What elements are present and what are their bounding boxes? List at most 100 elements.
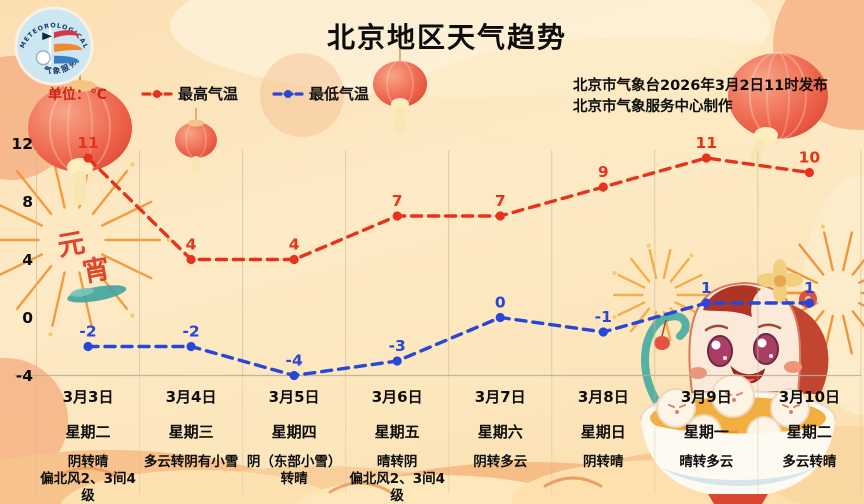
max-temp-point xyxy=(495,211,505,221)
weather-label: 阴转晴 xyxy=(583,454,624,470)
weather-label: 多云转阴有小雪 xyxy=(143,454,239,470)
date-label: 3月8日 xyxy=(577,388,629,406)
weather-label: 阴转多云 xyxy=(473,454,528,470)
weekday-label: 星期二 xyxy=(786,423,832,441)
min-temp-series: -2 -2 -4 -3 0 -1 1 1 xyxy=(79,279,815,381)
min-temp-point xyxy=(392,356,402,366)
max-temp-value-label: 9 xyxy=(598,163,609,181)
max-temp-value-label: 4 xyxy=(186,236,197,254)
date-label: 3月4日 xyxy=(165,388,217,406)
min-temp-point xyxy=(83,341,93,352)
flower-icon xyxy=(757,259,817,308)
svg-text:宵: 宵 xyxy=(80,252,112,288)
weekday-label: 星期日 xyxy=(580,423,626,441)
fireworks-burst-icon xyxy=(612,243,713,347)
weekday-label: 星期五 xyxy=(374,423,420,441)
max-temp-line-icon xyxy=(141,89,173,98)
weather-label: 晴转多云 xyxy=(679,454,734,470)
max-temp-series: 11 4 4 7 7 9 11 10 xyxy=(77,134,821,265)
max-temp-line xyxy=(86,156,812,262)
legend-item-min-temp: 最低气温 xyxy=(272,83,369,104)
fireworks-icon xyxy=(0,143,171,337)
day-column: 3月6日星期五晴转阴 偏北风2、3间4级 xyxy=(346,378,449,504)
max-temp-point xyxy=(701,153,711,163)
weekday-label: 星期三 xyxy=(168,423,214,441)
tangyuan-bowl-icon xyxy=(640,374,836,504)
publish-line-1: 北京市气象台2026年3月2日11时发布 xyxy=(573,78,828,94)
weather-label: 晴转阴 偏北风2、3间4级 xyxy=(349,454,445,504)
legend-label-min: 最低气温 xyxy=(308,85,369,103)
day-column: 3月7日星期六阴转多云 xyxy=(449,378,552,471)
weather-label: 阴（东部小雪） 转晴 xyxy=(246,454,342,487)
day-column: 3月4日星期三多云转阴有小雪 xyxy=(140,378,243,471)
weekday-label: 星期六 xyxy=(477,423,523,441)
chart-gridlines xyxy=(14,150,862,494)
min-temp-value-label: -3 xyxy=(389,337,406,355)
legend-item-max-temp: 最高气温 xyxy=(141,83,238,104)
y-tick-label: 0 xyxy=(22,309,33,327)
spoon-icon xyxy=(641,312,690,424)
yuanxiao-festival-calligraphy: 元 宵 xyxy=(55,227,127,303)
y-tick-label: 8 xyxy=(22,193,33,211)
date-label: 3月3日 xyxy=(62,388,114,406)
max-temp-value-label: 11 xyxy=(77,134,99,152)
fireworks-burst-icon xyxy=(774,224,864,362)
max-temp-point xyxy=(392,211,402,221)
max-temp-point xyxy=(186,254,196,265)
min-temp-point xyxy=(804,298,814,308)
lantern-icon xyxy=(373,48,427,134)
weekday-label: 星期二 xyxy=(65,423,111,441)
weekday-label: 星期一 xyxy=(683,423,729,441)
date-label: 3月9日 xyxy=(680,388,732,406)
fireworks-icon xyxy=(612,224,864,362)
max-temp-point xyxy=(289,254,299,265)
min-temp-value-label: 1 xyxy=(701,279,712,297)
svg-text:元: 元 xyxy=(55,227,87,262)
chart-legend: 单位：℃ 最高气温 最低气温 xyxy=(48,83,369,104)
background-swirls xyxy=(0,0,864,482)
max-temp-point xyxy=(598,182,608,192)
page-title: 北京地区天气趋势 xyxy=(326,21,567,54)
day-column: 3月8日星期日阴转晴 xyxy=(552,378,655,471)
min-temp-point xyxy=(186,341,196,352)
min-temp-value-label: -1 xyxy=(595,308,612,326)
max-temp-point xyxy=(804,167,814,178)
min-temp-value-label: 1 xyxy=(804,279,815,297)
min-temp-value-label: -4 xyxy=(286,352,303,370)
max-temp-point xyxy=(83,153,93,163)
max-temp-value-label: 7 xyxy=(392,192,403,210)
publish-info: 北京市气象台2026年3月2日11时发布 北京市气象服务中心制作 xyxy=(573,76,828,118)
min-temp-value-label: -2 xyxy=(182,323,199,341)
fireworks-burst-icon xyxy=(0,143,171,337)
date-label: 3月10日 xyxy=(778,388,841,406)
max-temp-value-label: 4 xyxy=(289,236,300,254)
legend-label-max: 最高气温 xyxy=(177,85,238,103)
weather-label: 多云转晴 xyxy=(782,454,837,470)
min-temp-line xyxy=(86,301,812,378)
day-column: 3月3日星期二阴转晴 偏北风2、3间4级 xyxy=(37,378,140,504)
date-label: 3月6日 xyxy=(371,388,423,406)
weekday-label: 星期四 xyxy=(271,423,317,441)
cloud-decoration xyxy=(0,426,864,504)
max-temp-value-label: 11 xyxy=(696,134,718,152)
min-temp-point xyxy=(289,370,299,381)
y-tick-label: -4 xyxy=(16,367,33,385)
min-temp-point xyxy=(495,312,505,323)
min-temp-point xyxy=(701,298,711,308)
max-temp-value-label: 7 xyxy=(495,192,506,210)
unit-label: 单位：℃ xyxy=(48,86,107,103)
date-label: 3月7日 xyxy=(474,388,526,406)
max-temp-value-label: 10 xyxy=(799,149,821,167)
date-label: 3月5日 xyxy=(268,388,320,406)
min-temp-line-icon xyxy=(272,89,304,98)
y-tick-label: 12 xyxy=(11,135,33,153)
day-column: 3月10日星期二多云转晴 xyxy=(758,378,861,471)
weather-label: 阴转晴 偏北风2、3间4级 xyxy=(40,454,136,504)
lantern-icon xyxy=(175,108,217,174)
day-column: 3月5日星期四阴（东部小雪） 转晴 xyxy=(243,378,346,488)
min-temp-point xyxy=(598,327,608,337)
min-temp-value-label: 0 xyxy=(495,294,506,312)
tangyuan-mascot xyxy=(641,259,829,424)
y-axis-ticks: 12 8 4 0 -4 xyxy=(11,135,33,385)
